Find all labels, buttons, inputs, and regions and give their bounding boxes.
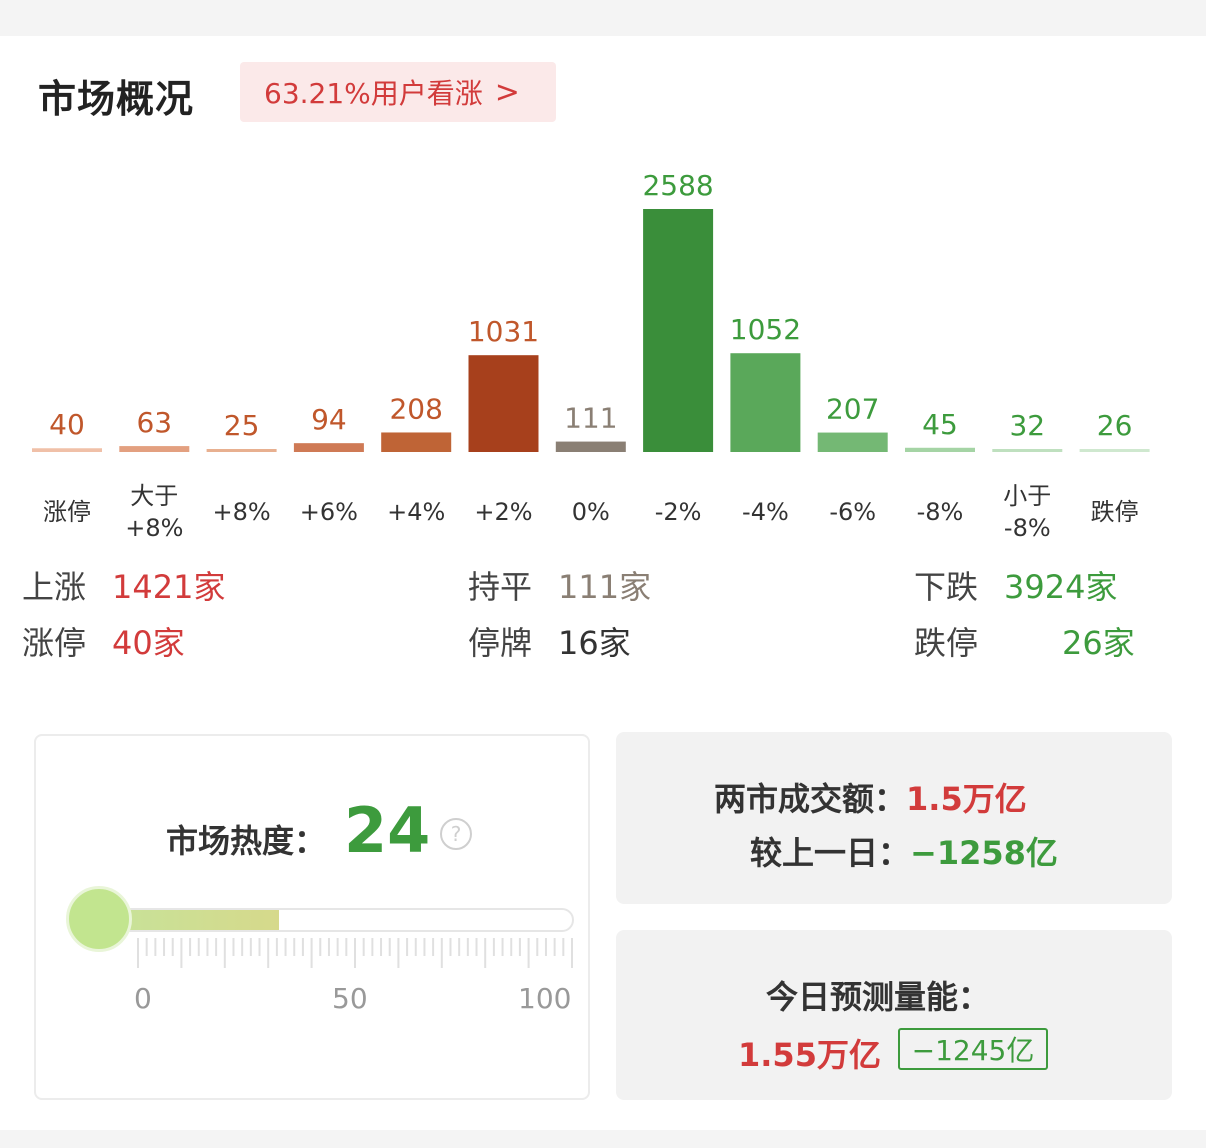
category-label: -6%: [829, 498, 876, 526]
turnover-label: 两市成交额：: [714, 780, 907, 818]
market-heat-panel: 市场热度： 24 ? 0 50 100: [34, 734, 590, 1100]
bar-4: [381, 432, 452, 452]
distribution-chart: 40 涨停 63 大于 +8% 25 +8% 94 +6% 208 +4% 1031 +2% 111 0% 2…: [32, 169, 1150, 542]
summary-down: 下跌 3924家: [914, 562, 1117, 608]
bar-value-label: 94: [311, 403, 347, 436]
summary-suspended: 停牌 16家: [468, 618, 631, 664]
summary-limit-down: 跌停 26家: [914, 618, 1135, 664]
summary-up: 上涨 1421家: [22, 562, 225, 608]
bar-value-label: 1031: [468, 315, 539, 348]
heat-gauge-track: [98, 908, 574, 932]
heat-gauge-ticks: [137, 938, 573, 968]
bar-12: [1079, 449, 1150, 452]
bar-2: [206, 449, 277, 452]
category-label: +8%: [213, 498, 271, 526]
summary-limit-up-value: 40家: [112, 624, 185, 662]
bar-8: [730, 353, 801, 452]
category-label: -8%: [1004, 514, 1051, 542]
bar-value-label: 207: [826, 393, 879, 426]
category-label: 0%: [572, 498, 610, 526]
bar-value-label: 208: [389, 392, 442, 425]
bar-0: [32, 448, 102, 452]
category-label: +4%: [387, 498, 445, 526]
bar-value-label: 32: [1009, 409, 1045, 442]
heat-value: 24: [344, 794, 431, 867]
heat-gauge-bulb: [66, 886, 132, 952]
bar-6: [555, 441, 626, 452]
category-label: 涨停: [43, 498, 91, 526]
bar-11: [992, 448, 1063, 452]
bar-value-label: 26: [1097, 409, 1133, 442]
category-label: +2%: [474, 498, 532, 526]
category-label: 跌停: [1091, 498, 1139, 526]
turnover-value: 1.5万亿: [906, 780, 1027, 818]
summary-up-label: 上涨: [22, 568, 87, 606]
bar-value-label: 111: [564, 402, 617, 435]
forecast-value: 1.55万亿: [738, 1036, 881, 1074]
summary-flat-value: 111家: [558, 568, 652, 606]
heat-gauge-fill: [100, 910, 279, 930]
turnover-line: 两市成交额：1.5万亿: [714, 774, 1027, 820]
summary-down-value: 3924家: [1004, 568, 1118, 606]
user-sentiment-button[interactable]: 63.21%用户看涨 >: [240, 62, 556, 122]
category-label: -2%: [655, 498, 702, 526]
bar-10: [905, 447, 975, 452]
heat-label: 市场热度：: [166, 822, 327, 860]
forecast-panel: 今日预测量能： 1.55万亿 −1245亿: [616, 930, 1172, 1100]
summary-flat-label: 持平: [468, 568, 533, 606]
summary-up-value: 1421家: [112, 568, 226, 606]
bar-value-label: 45: [922, 408, 958, 441]
bar-value-label: 40: [49, 408, 85, 441]
bar-7: [643, 209, 714, 452]
sentiment-text: 63.21%用户看涨: [264, 77, 483, 110]
bar-5: [468, 355, 539, 452]
help-icon[interactable]: ?: [440, 818, 472, 850]
turnover-change-line: 较上一日：−1258亿: [750, 828, 1058, 874]
category-label: -4%: [742, 498, 789, 526]
bar-value-label: 63: [136, 406, 172, 439]
summary-suspended-value: 16家: [558, 624, 631, 662]
category-label: 小于: [1003, 482, 1051, 510]
forecast-delta-badge: −1245亿: [898, 1028, 1048, 1070]
chevron-right-icon: >: [494, 74, 520, 110]
summary-flat: 持平 111家: [468, 562, 651, 608]
turnover-change-value: −1258亿: [910, 834, 1058, 872]
heat-tick-mid: 50: [332, 982, 368, 1015]
bar-value-label: 1052: [730, 313, 801, 346]
heat-tick-min: 0: [134, 982, 152, 1015]
turnover-panel: 两市成交额：1.5万亿 较上一日：−1258亿: [616, 732, 1172, 904]
bar-value-label: 2588: [642, 169, 713, 202]
category-label: +6%: [300, 498, 358, 526]
forecast-title: 今日预测量能：: [766, 978, 991, 1016]
turnover-change-label: 较上一日：: [750, 834, 911, 872]
category-label: 大于: [130, 482, 178, 510]
summary-limit-down-value: 26家: [1062, 624, 1135, 662]
category-label: -8%: [917, 498, 964, 526]
bar-value-label: 25: [224, 409, 260, 442]
heat-tick-max: 100: [518, 982, 572, 1015]
summary-limit-up: 涨停 40家: [22, 618, 185, 664]
page-title: 市场概况: [38, 77, 195, 121]
bar-3: [293, 443, 364, 452]
summary-limit-up-label: 涨停: [22, 624, 87, 662]
summary-suspended-label: 停牌: [468, 624, 533, 662]
category-label: +8%: [125, 514, 183, 542]
bar-1: [119, 446, 190, 452]
bar-9: [817, 432, 888, 452]
summary-down-label: 下跌: [914, 568, 979, 606]
summary-limit-down-label: 跌停: [914, 624, 979, 662]
